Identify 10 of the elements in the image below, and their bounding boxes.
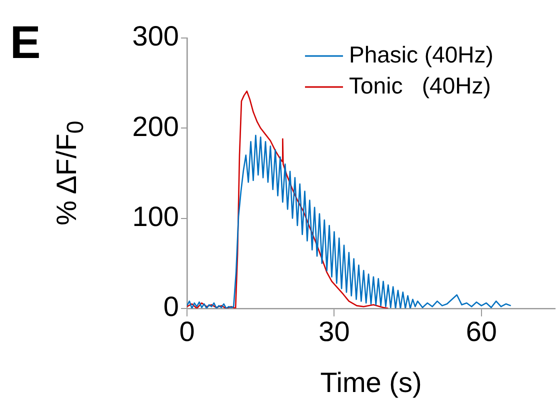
x-tick-label: 30 <box>318 316 350 347</box>
x-tick-label: 60 <box>466 316 497 347</box>
y-tick-label: 200 <box>132 110 179 142</box>
y-tick-label: 300 <box>132 20 179 52</box>
y-tick-label: 100 <box>132 200 179 232</box>
x-axis-title: Time (s) <box>320 367 422 398</box>
legend-label: Phasic (40Hz) <box>349 41 494 68</box>
y-tick-label: 0 <box>163 291 179 322</box>
legend-label: Tonic (40Hz) <box>349 72 491 98</box>
text: E <box>10 16 41 68</box>
